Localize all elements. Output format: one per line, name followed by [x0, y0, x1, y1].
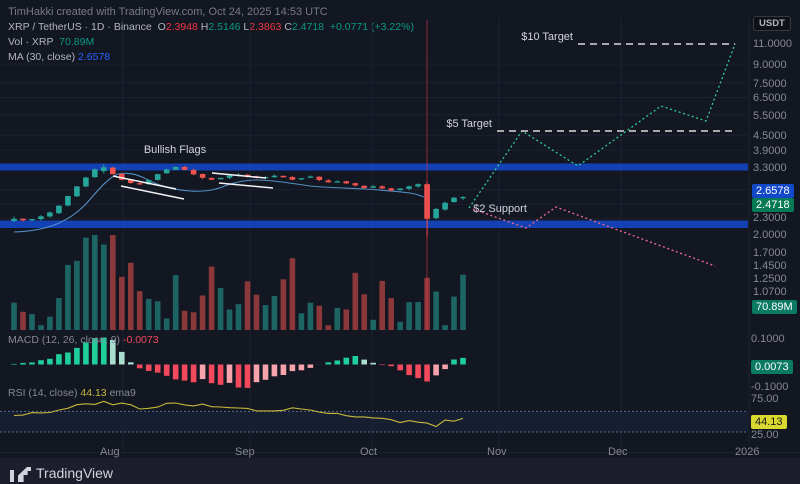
svg-text:Bullish Flags: Bullish Flags — [144, 144, 207, 156]
svg-text:$10 Target: $10 Target — [521, 31, 573, 43]
svg-text:$2 Support: $2 Support — [473, 203, 527, 215]
svg-text:$5 Target: $5 Target — [446, 118, 492, 130]
